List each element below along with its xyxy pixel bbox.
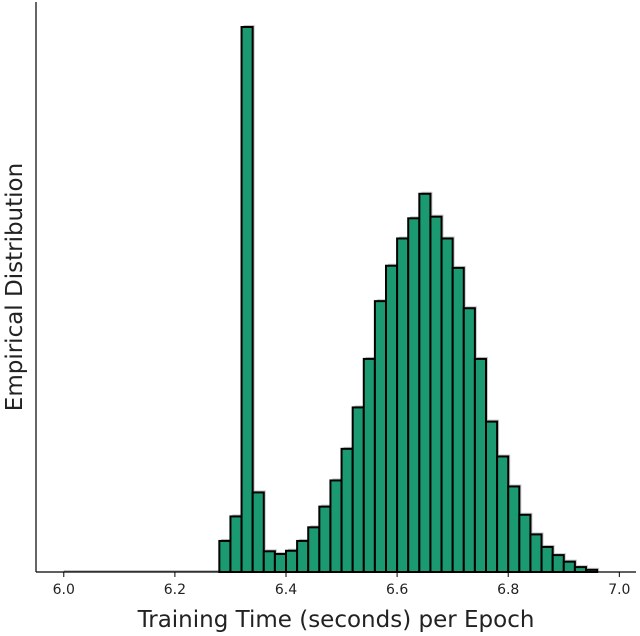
histogram-bar xyxy=(496,455,510,573)
x-tick-label: 6.0 xyxy=(53,582,75,598)
x-axis-label: Training Time (seconds) per Epoch xyxy=(137,607,535,633)
histogram-bar xyxy=(540,545,554,573)
x-tick-label: 6.6 xyxy=(386,582,408,598)
histogram-bar xyxy=(329,479,343,573)
histogram-bar xyxy=(429,215,443,573)
plot-area xyxy=(63,25,600,574)
histogram-bar xyxy=(229,515,243,573)
y-axis-label: Empirical Distribution xyxy=(2,163,28,411)
x-tick-label: 6.8 xyxy=(497,582,519,598)
histogram-bar xyxy=(285,549,299,573)
histogram-bar xyxy=(307,526,321,573)
histogram-bar xyxy=(407,217,421,573)
histogram-bar xyxy=(473,357,487,573)
x-tick-label: 6.4 xyxy=(275,582,297,598)
histogram-bar xyxy=(562,560,576,574)
histogram-bar xyxy=(262,550,276,573)
histogram-bar xyxy=(396,237,410,574)
histogram-bar xyxy=(440,237,454,574)
histogram-bar xyxy=(251,491,265,573)
histogram-bar xyxy=(340,447,354,573)
histogram-bar xyxy=(551,554,565,573)
histogram-bar xyxy=(218,539,232,573)
histogram-bar xyxy=(362,357,376,573)
histogram-bar xyxy=(373,300,387,573)
histogram-bar xyxy=(529,533,543,574)
x-tick-label: 6.2 xyxy=(164,582,186,598)
histogram-bar xyxy=(507,485,521,573)
histogram-bar xyxy=(240,26,254,573)
histogram-bar xyxy=(451,266,465,573)
histogram-bar xyxy=(273,553,287,574)
histogram-bar xyxy=(296,539,310,573)
histogram-bar xyxy=(485,420,499,573)
axes xyxy=(35,2,636,573)
histogram-bar xyxy=(385,264,399,573)
x-tick-label: 7.0 xyxy=(608,582,630,598)
histogram-bar xyxy=(518,513,532,574)
histogram-bar xyxy=(351,406,365,573)
histogram-bar xyxy=(573,566,588,573)
histogram-bar xyxy=(418,192,432,574)
histogram-bar xyxy=(462,307,476,573)
x-tick-group: 6.0 6.2 6.4 6.6 6.8 7.0 xyxy=(53,572,630,598)
histogram-bar xyxy=(318,505,332,574)
